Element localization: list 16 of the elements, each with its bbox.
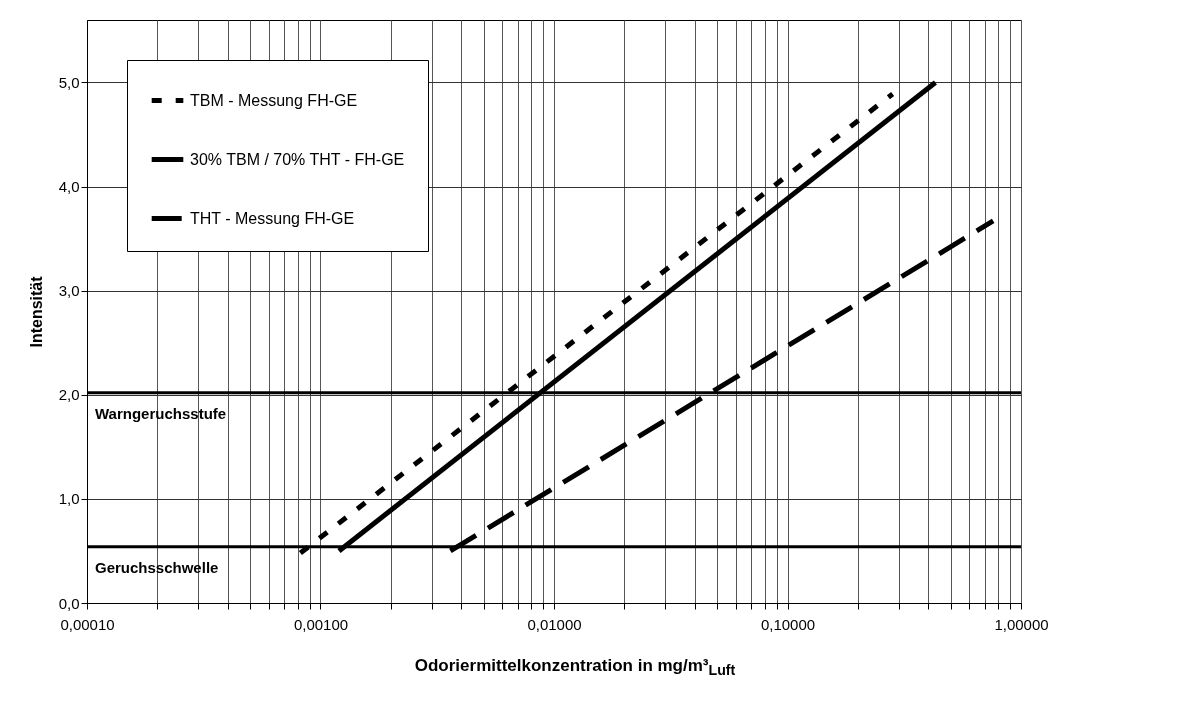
y-tick-label: 0,0 [58,594,80,612]
x-tick-label: 0,00010 [60,615,115,633]
x-tick-label: 0,00100 [293,615,349,633]
legend-label: THT - Messung FH-GE [190,209,355,227]
legend-label: TBM - Messung FH-GE [190,91,358,109]
y-tick-label: 5,0 [58,73,80,91]
y-axis-title: Intensität [27,275,45,348]
y-tick-label: 4,0 [58,178,80,196]
y-tick-label: 2,0 [58,386,80,404]
x-tick-label: 1,00000 [994,615,1049,633]
x-axis-title: Odoriermittelkonzentration in mg/m³$_{Luft}$ [413,656,737,679]
x-tick-label: 0,01000 [527,615,582,633]
legend-label: 30% TBM / 70% THT - FH-GE [190,150,405,168]
x-tick-label: 0,10000 [760,615,816,633]
y-tick-label: 3,0 [58,282,80,300]
y-tick-label: 1,0 [58,490,80,508]
